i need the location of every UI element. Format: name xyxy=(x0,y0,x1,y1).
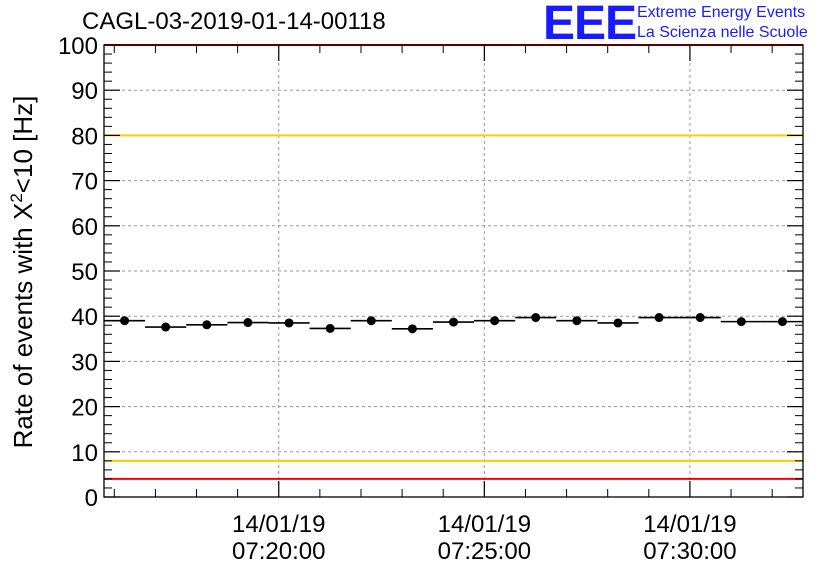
logo-caption-1: Extreme Energy Events xyxy=(637,4,806,21)
y-axis: 0 10 20 30 40 50 60 70 80 90 100 xyxy=(58,33,803,512)
data-point xyxy=(366,316,376,326)
data-point xyxy=(613,318,623,328)
y-tick-label: 70 xyxy=(71,169,98,196)
y-tick-label: 90 xyxy=(71,78,98,105)
data-series xyxy=(104,313,803,334)
x-axis: 14/01/1907:20:0014/01/1907:25:0014/01/19… xyxy=(113,45,773,565)
eee-logo: EEE xyxy=(543,0,637,50)
data-point xyxy=(695,313,705,323)
data-point xyxy=(202,320,212,330)
x-tick-label-date: 14/01/19 xyxy=(232,511,325,538)
chart-title: CAGL-03-2019-01-14-00118 xyxy=(82,8,386,35)
data-point xyxy=(449,317,458,327)
y-tick-label: 30 xyxy=(71,349,98,376)
data-point xyxy=(736,317,746,327)
data-point xyxy=(531,313,541,323)
data-point xyxy=(284,318,294,328)
y-axis-label-sup: 2 xyxy=(7,193,26,202)
y-tick-label: 50 xyxy=(71,259,98,286)
y-tick-label: 10 xyxy=(71,440,98,467)
y-tick-label: 40 xyxy=(71,304,98,331)
data-point xyxy=(120,316,130,326)
grid xyxy=(104,45,803,497)
data-point xyxy=(572,316,582,326)
data-point xyxy=(490,316,500,326)
y-tick-label: 60 xyxy=(71,214,98,241)
data-point xyxy=(243,318,253,328)
reference-lines xyxy=(104,44,803,480)
x-tick-label-date: 14/01/19 xyxy=(438,511,531,538)
x-tick-label-time: 07:30:00 xyxy=(643,538,736,565)
y-tick-label: 20 xyxy=(71,395,98,422)
x-tick-label-time: 07:20:00 xyxy=(232,538,325,565)
logo-caption-2: La Scienza nelle Scuole xyxy=(637,24,808,41)
x-tick-label-time: 07:25:00 xyxy=(438,538,531,565)
data-point xyxy=(325,323,335,333)
data-point xyxy=(407,324,417,334)
x-tick-label-date: 14/01/19 xyxy=(643,511,736,538)
y-axis-label-main: Rate of events with X xyxy=(8,203,38,449)
data-point xyxy=(654,313,664,323)
data-point xyxy=(161,322,171,332)
y-axis-label-tail: <10 [Hz] xyxy=(8,96,38,194)
y-axis-label: Rate of events with X2<10 [Hz] xyxy=(7,96,38,449)
y-tick-label: 80 xyxy=(71,123,98,150)
data-point xyxy=(777,317,787,327)
y-tick-label: 100 xyxy=(58,33,98,60)
y-tick-label: 0 xyxy=(85,485,98,512)
